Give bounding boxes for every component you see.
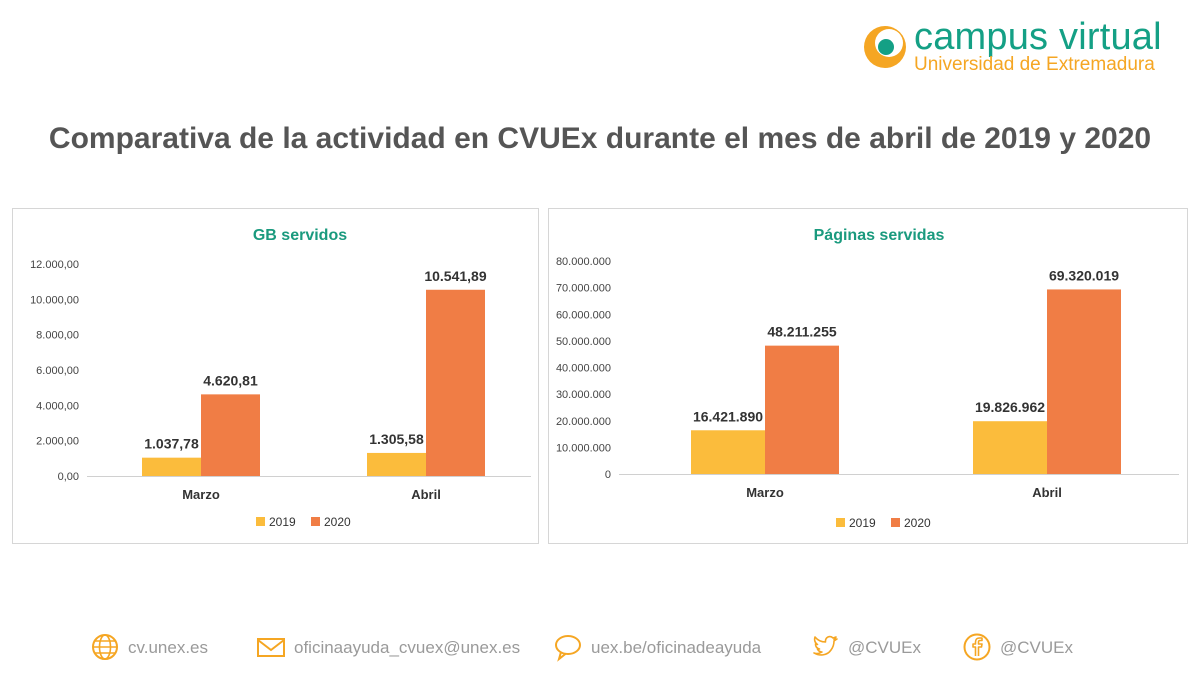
legend-swatch-2020 — [311, 517, 320, 526]
y-tick-label: 8.000,00 — [36, 330, 79, 342]
footer-help-text: uex.be/oficinadeayuda — [591, 638, 762, 657]
x-category-label: Abril — [1032, 485, 1062, 500]
data-label: 1.037,78 — [144, 436, 199, 452]
legend-swatch-2020 — [891, 518, 900, 527]
bar-abril-2019 — [367, 452, 426, 476]
footer-email-text: oficinaayuda_cvuex@unex.es — [294, 638, 521, 657]
data-label: 10.541,89 — [424, 268, 486, 284]
legend-swatch-2019 — [256, 517, 265, 526]
footer: cv.unex.es oficinaayuda_cvuex@unex.es ue… — [0, 628, 1200, 668]
x-category-label: Marzo — [182, 487, 220, 502]
chart-paginas-servidas: Páginas servidas 0 10.000.000 20.000.000 30.… — [556, 227, 1179, 530]
chat-bubble-icon — [555, 635, 581, 662]
bar-marzo-2020 — [765, 345, 839, 474]
twitter-icon — [813, 635, 838, 656]
chart-panel-paginas-servidas: Páginas servidas 0 10.000.000 20.000.000 30.… — [548, 208, 1188, 544]
legend-swatch-2019 — [836, 518, 845, 527]
logo: campus virtual Universidad de Extremadur… — [862, 16, 1182, 76]
facebook-icon — [963, 633, 991, 661]
x-category-label: Abril — [411, 487, 441, 502]
y-tick-label: 70.000.000 — [556, 283, 611, 295]
globe-icon — [92, 634, 118, 660]
bar-abril-2020 — [426, 289, 485, 476]
y-tick-label: 20.000.000 — [556, 416, 611, 428]
y-tick-label: 10.000.000 — [556, 442, 611, 454]
chart-gb-servidos: GB servidos 0,00 2.000,00 4.000,00 6.000,00 8… — [30, 227, 531, 529]
data-label: 48.211.255 — [767, 324, 837, 340]
logo-title: campus virtual — [914, 16, 1162, 58]
legend-label: 2019 — [849, 516, 876, 530]
y-tick-label: 12.000,00 — [30, 259, 79, 271]
envelope-icon — [257, 638, 285, 657]
y-tick-label: 0,00 — [58, 471, 79, 483]
y-tick-label: 40.000.000 — [556, 363, 611, 375]
y-tick-label: 4.000,00 — [36, 400, 79, 412]
y-tick-label: 10.000,00 — [30, 294, 79, 306]
data-label: 1.305,58 — [369, 431, 424, 447]
y-tick-label: 80.000.000 — [556, 256, 611, 268]
y-tick-label: 0 — [605, 469, 611, 481]
data-label: 16.421.890 — [693, 408, 763, 424]
data-label: 19.826.962 — [975, 399, 1045, 415]
footer-website-text: cv.unex.es — [128, 638, 209, 657]
bar-marzo-2020 — [201, 394, 260, 476]
y-tick-label: 50.000.000 — [556, 336, 611, 348]
bar-marzo-2019 — [142, 457, 201, 476]
campus-virtual-logo-icon — [864, 26, 906, 68]
data-label: 69.320.019 — [1049, 267, 1119, 283]
footer-twitter-text: @CVUEx — [848, 638, 921, 657]
bar-abril-2019 — [973, 421, 1047, 474]
y-tick-label: 2.000,00 — [36, 436, 79, 448]
y-tick-label: 30.000.000 — [556, 389, 611, 401]
chart-title: GB servidos — [253, 227, 347, 244]
bar-abril-2020 — [1047, 289, 1121, 474]
logo-subtitle: Universidad de Extremadura — [914, 54, 1155, 75]
chart-panel-gb-servidos: GB servidos 0,00 2.000,00 4.000,00 6.000,00 8… — [12, 208, 539, 544]
chart-title: Páginas servidas — [814, 227, 945, 244]
y-tick-label: 60.000.000 — [556, 309, 611, 321]
legend-label: 2019 — [269, 515, 296, 529]
bar-marzo-2019 — [691, 430, 765, 474]
x-category-label: Marzo — [746, 485, 784, 500]
y-tick-label: 6.000,00 — [36, 365, 79, 377]
footer-facebook-text: @CVUEx — [1000, 638, 1073, 657]
legend-label: 2020 — [324, 515, 351, 529]
legend-label: 2020 — [904, 516, 931, 530]
page-title: Comparativa de la actividad en CVUEx dur… — [48, 122, 1152, 155]
data-label: 4.620,81 — [203, 372, 258, 388]
